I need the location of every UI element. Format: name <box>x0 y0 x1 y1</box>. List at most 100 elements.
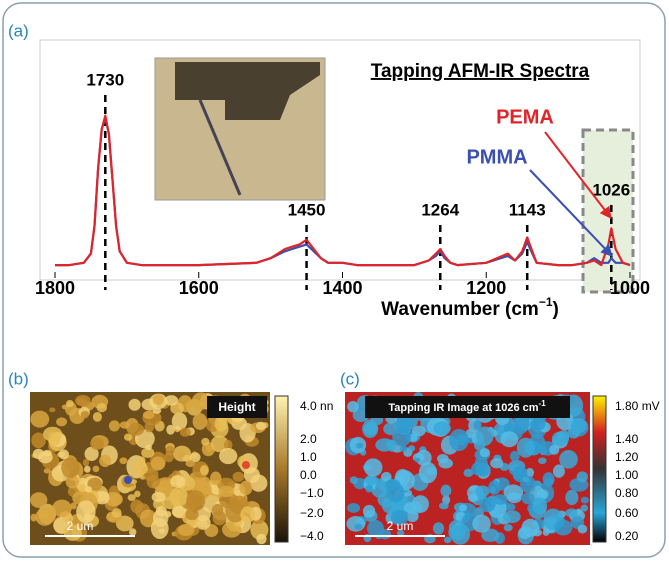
colorbar-label: 0.0 <box>300 468 317 482</box>
texture <box>476 426 494 446</box>
colorbar-label: −1.0 <box>300 486 324 500</box>
texture <box>459 504 467 512</box>
colorbar-label: 1.40 <box>615 432 639 446</box>
texture <box>223 439 233 451</box>
texture <box>143 410 155 420</box>
texture <box>99 454 112 468</box>
x-axis-title: Wavenumber (cm−1) <box>381 295 559 320</box>
texture <box>150 517 169 540</box>
texture <box>185 508 199 521</box>
chart-title: Tapping AFM-IR Spectra <box>371 61 590 82</box>
texture <box>365 474 378 486</box>
texture <box>199 465 209 476</box>
colorbar-label: 1.0 <box>300 450 317 464</box>
texture <box>126 422 145 436</box>
arrow <box>544 131 612 219</box>
texture <box>580 504 589 512</box>
texture <box>467 494 479 502</box>
image-title: Height <box>218 400 255 414</box>
texture <box>43 426 63 442</box>
texture <box>205 444 213 453</box>
texture <box>521 492 535 505</box>
texture <box>123 433 133 441</box>
texture <box>449 428 469 452</box>
texture <box>84 446 99 462</box>
texture <box>214 416 228 432</box>
texture <box>565 489 579 506</box>
panel-label: (c) <box>340 369 360 388</box>
texture <box>552 464 565 478</box>
texture <box>155 506 167 517</box>
texture <box>192 413 208 430</box>
texture <box>128 398 141 411</box>
arrow <box>529 169 613 257</box>
texture <box>414 457 421 463</box>
texture <box>82 458 90 467</box>
x-tick-label: 1400 <box>322 278 362 298</box>
inset-fiber <box>198 99 242 196</box>
colorbar-label: 4.0 nn <box>300 399 333 413</box>
colorbar-label: 1.20 <box>615 450 639 464</box>
texture <box>408 445 416 452</box>
series-line <box>55 114 631 267</box>
texture <box>537 489 549 500</box>
texture <box>538 457 547 465</box>
texture <box>250 474 268 492</box>
texture <box>42 449 52 457</box>
texture <box>443 536 452 544</box>
texture <box>145 444 152 451</box>
panel-label: (a) <box>8 21 29 40</box>
texture <box>30 513 38 522</box>
x-tick-label: 1600 <box>179 278 219 298</box>
texture <box>479 497 496 513</box>
texture <box>169 487 189 507</box>
texture <box>108 420 120 432</box>
texture <box>512 413 530 434</box>
texture <box>186 490 206 512</box>
texture <box>210 435 229 453</box>
texture <box>473 420 482 431</box>
colorbar-label: −4.0 <box>300 529 324 543</box>
texture <box>111 508 122 518</box>
texture <box>219 448 238 465</box>
texture <box>152 407 162 414</box>
texture <box>185 460 196 468</box>
texture <box>362 504 376 518</box>
texture <box>396 529 405 537</box>
texture <box>554 519 573 536</box>
texture <box>189 452 201 463</box>
texture <box>171 412 188 431</box>
texture <box>580 496 589 504</box>
colorbar-label: 0.60 <box>615 506 639 520</box>
x-tick-label: 1200 <box>466 278 506 298</box>
texture <box>479 448 491 458</box>
texture <box>503 423 516 434</box>
legend-label: PMMA <box>466 146 527 168</box>
texture <box>65 474 80 489</box>
texture <box>576 471 588 483</box>
texture <box>92 465 100 473</box>
texture <box>132 461 148 476</box>
peak-label: 1264 <box>421 200 459 219</box>
texture <box>392 427 412 447</box>
texture <box>232 471 245 482</box>
texture <box>134 490 141 498</box>
texture <box>201 437 210 446</box>
scale-bar-label: 2 um <box>387 519 414 533</box>
image-title-box <box>207 396 267 418</box>
texture <box>56 417 68 427</box>
peak-label: 1143 <box>509 200 546 219</box>
texture <box>448 524 466 541</box>
marker-dot <box>242 461 250 469</box>
texture <box>239 480 253 496</box>
texture <box>61 457 80 479</box>
texture <box>475 485 490 497</box>
texture <box>488 480 501 495</box>
marker-dot <box>124 476 132 484</box>
texture <box>30 410 50 428</box>
colorbar-label: 1.80 mV <box>615 399 660 413</box>
colorbar <box>274 395 289 543</box>
texture <box>403 502 417 514</box>
texture <box>559 450 578 469</box>
texture <box>129 528 137 536</box>
